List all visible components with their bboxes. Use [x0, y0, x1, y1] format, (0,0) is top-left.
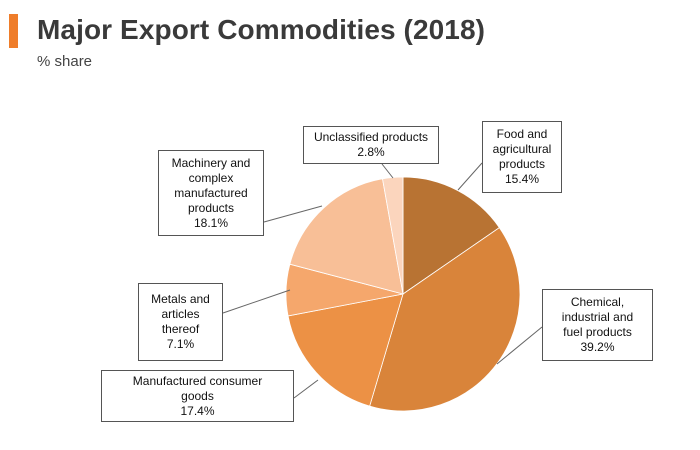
- pie-slice-1: [402, 176, 500, 295]
- chart-subtitle: % share: [37, 53, 93, 70]
- slice-label-text: thereof: [161, 322, 200, 336]
- leader-line-5: [263, 205, 323, 223]
- slice-value-label: 39.2%: [580, 340, 615, 354]
- slice-label-1: Food and agricultural products 15.4%: [482, 121, 562, 193]
- leader-line-6: [381, 163, 394, 179]
- slice-label-text: Chemical,: [570, 295, 625, 309]
- slice-label-text: Manufactured consumer: [132, 373, 263, 388]
- chart-title: Major Export Commodities (2018): [37, 14, 486, 45]
- slice-label-text: Metals and: [151, 292, 210, 306]
- slice-value-label: 17.4%: [180, 403, 215, 418]
- slice-label-3: Manufactured consumer goods 17.4%: [101, 370, 294, 422]
- slice-label-text: agricultural: [492, 142, 552, 156]
- pie-slice-3: [287, 293, 404, 407]
- slice-label-4: Metals and articles thereof 7.1%: [138, 283, 223, 361]
- leader-line-3: [293, 379, 319, 399]
- slice-value-label: 15.4%: [504, 172, 540, 186]
- leader-line-2: [496, 326, 543, 365]
- slice-label-text: products: [498, 157, 546, 171]
- slice-label-text: Unclassified products: [313, 130, 429, 144]
- slice-label-2: Chemical, industrial and fuel products 39.2…: [542, 289, 653, 361]
- slice-label-text: fuel products: [563, 325, 632, 339]
- slice-label-text: articles: [161, 307, 200, 321]
- title-accent-bar: [9, 14, 18, 48]
- leader-line-4: [222, 289, 291, 314]
- leader-line-1: [457, 162, 483, 191]
- slice-label-6: Unclassified products 2.8%: [303, 126, 439, 164]
- slice-label-text: Food and: [496, 127, 548, 141]
- pie-slice-5: [289, 178, 404, 295]
- slice-value-label: 2.8%: [357, 145, 385, 159]
- slice-label-text: industrial and: [561, 310, 634, 324]
- slice-label-5: Machinery and complex manufactured products…: [158, 150, 264, 236]
- slice-label-text: Machinery and: [171, 155, 251, 170]
- slice-value-label: 7.1%: [166, 337, 195, 351]
- slice-label-text: complex: [188, 170, 234, 185]
- slice-label-text: goods: [181, 388, 214, 403]
- pie-slice-2: [369, 227, 521, 412]
- slice-label-text: products: [187, 200, 235, 215]
- slice-label-text: manufactured: [174, 185, 248, 200]
- slice-value-label: 18.1%: [193, 215, 229, 230]
